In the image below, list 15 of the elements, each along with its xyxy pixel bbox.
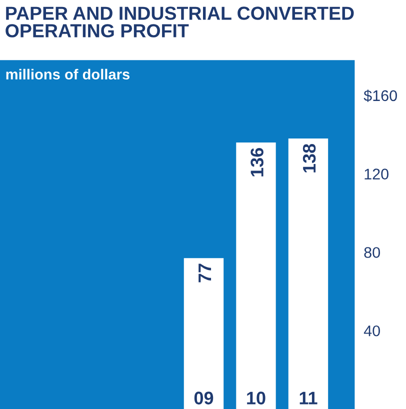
chart-title: PAPER AND INDUSTRIAL CONVERTED OPERATING PROFIT <box>6 6 354 38</box>
y-tick-label: 40 <box>364 325 380 336</box>
y-tick-label: 80 <box>364 247 380 258</box>
data-label: 77 <box>198 264 212 282</box>
x-tick-label: 10 <box>247 392 266 404</box>
data-label: 138 <box>302 144 316 172</box>
bar <box>288 138 328 409</box>
data-label: 136 <box>250 148 264 176</box>
y-tick-label: 120 <box>364 168 388 180</box>
bar <box>236 142 276 409</box>
x-tick-label: 09 <box>194 392 214 404</box>
y-tick-label: $160 <box>364 90 397 102</box>
bar <box>184 258 224 409</box>
x-tick-label: 11 <box>300 392 318 404</box>
chart-subtitle: millions of dollars <box>6 68 130 80</box>
